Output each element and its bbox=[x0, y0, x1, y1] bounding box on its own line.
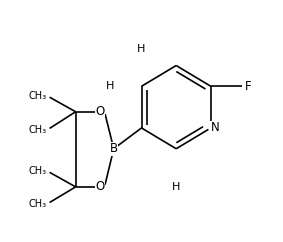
Text: O: O bbox=[95, 105, 104, 118]
Text: CH₃: CH₃ bbox=[29, 125, 47, 135]
Text: F: F bbox=[245, 80, 251, 93]
Text: N: N bbox=[211, 121, 220, 135]
Text: CH₃: CH₃ bbox=[29, 91, 47, 101]
Text: CH₃: CH₃ bbox=[29, 166, 47, 176]
Text: B: B bbox=[110, 142, 118, 155]
Text: H: H bbox=[137, 44, 146, 54]
Text: H: H bbox=[172, 182, 180, 192]
Text: CH₃: CH₃ bbox=[29, 199, 47, 209]
Text: H: H bbox=[105, 81, 114, 91]
Text: O: O bbox=[95, 180, 104, 193]
